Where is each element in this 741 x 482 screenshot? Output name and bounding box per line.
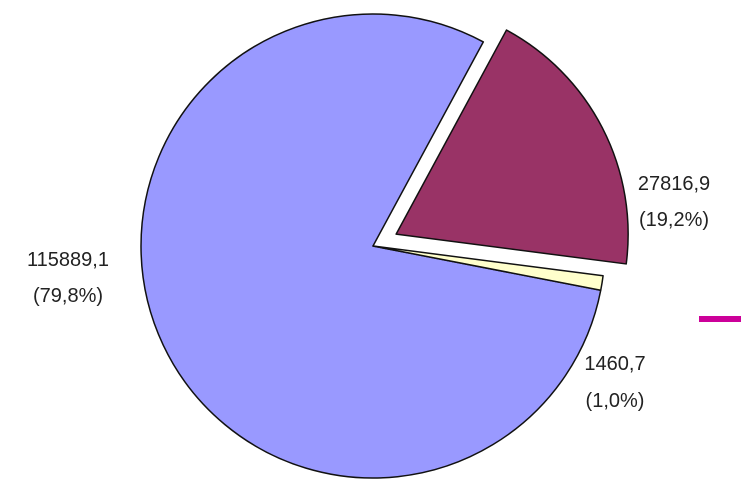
slice-percent-label-1: (19,2%) xyxy=(639,209,709,231)
slice-value-label-1: 27816,9 xyxy=(638,173,710,195)
pie-slice-2 xyxy=(372,245,604,292)
slice-labels: 115889,1 (79,8%) 27816,9 (19,2%) 1460,7 (1,0%… xyxy=(27,173,710,412)
slice-value-label-2: 1460,7 xyxy=(584,353,645,375)
legend-marker xyxy=(699,316,741,322)
pie-slice-0 xyxy=(140,13,602,479)
slice-value-label-0: 115889,1 xyxy=(27,249,109,271)
pie-slice-1 xyxy=(395,29,629,265)
slice-percent-label-0: (79,8%) xyxy=(33,285,103,307)
slice-percent-label-2: (1,0%) xyxy=(586,390,645,412)
pie-slices xyxy=(140,13,629,479)
